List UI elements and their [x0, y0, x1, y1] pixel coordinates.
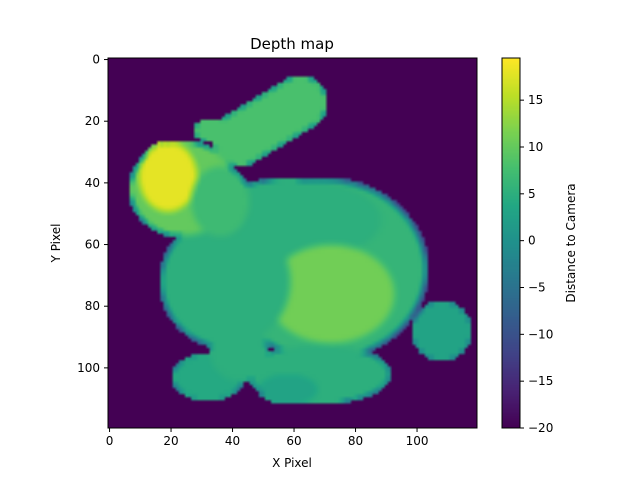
- heatmap-plot-area: [107, 57, 478, 429]
- colorbar-tick-label: 10: [528, 140, 543, 154]
- y-tick-label: 80: [85, 299, 100, 313]
- colorbar-tick-label: 0: [528, 234, 536, 248]
- chart-title: Depth map: [250, 35, 334, 53]
- y-tick-label: 0: [92, 53, 100, 67]
- y-tick-label: 20: [85, 114, 100, 128]
- x-tick-label: 60: [286, 434, 301, 448]
- y-axis-label: Y Pixel: [49, 224, 63, 264]
- y-axis: 0 20 40 60 80 100: [77, 53, 108, 375]
- colorbar-tick-label: −5: [528, 280, 546, 294]
- y-tick-label: 60: [85, 238, 100, 252]
- x-tick-label: 40: [225, 434, 240, 448]
- colorbar-label: Distance to Camera: [564, 183, 578, 302]
- y-tick-label: 40: [85, 176, 100, 190]
- colorbar-axis: −20 −15 −10 −5 0 5 10 15: [520, 93, 553, 435]
- y-tick-label: 100: [77, 361, 100, 375]
- colorbar-tick-label: 5: [528, 187, 536, 201]
- x-tick-label: 100: [406, 434, 429, 448]
- colorbar-tick-label: 15: [528, 93, 543, 107]
- colorbar-tick-label: −15: [528, 374, 553, 388]
- colorbar-frame: [501, 57, 521, 429]
- x-axis-label: X Pixel: [272, 456, 312, 470]
- colorbar-tick-label: −20: [528, 421, 553, 435]
- x-tick-label: 0: [106, 434, 114, 448]
- depth-heatmap: [108, 58, 477, 428]
- colorbar-gradient: [502, 58, 520, 428]
- x-axis: 0 20 40 60 80 100: [106, 428, 429, 448]
- colorbar: [501, 57, 521, 429]
- x-tick-label: 80: [348, 434, 363, 448]
- colorbar-tick-label: −10: [528, 327, 553, 341]
- plot-frame: [107, 57, 478, 429]
- x-tick-label: 20: [163, 434, 178, 448]
